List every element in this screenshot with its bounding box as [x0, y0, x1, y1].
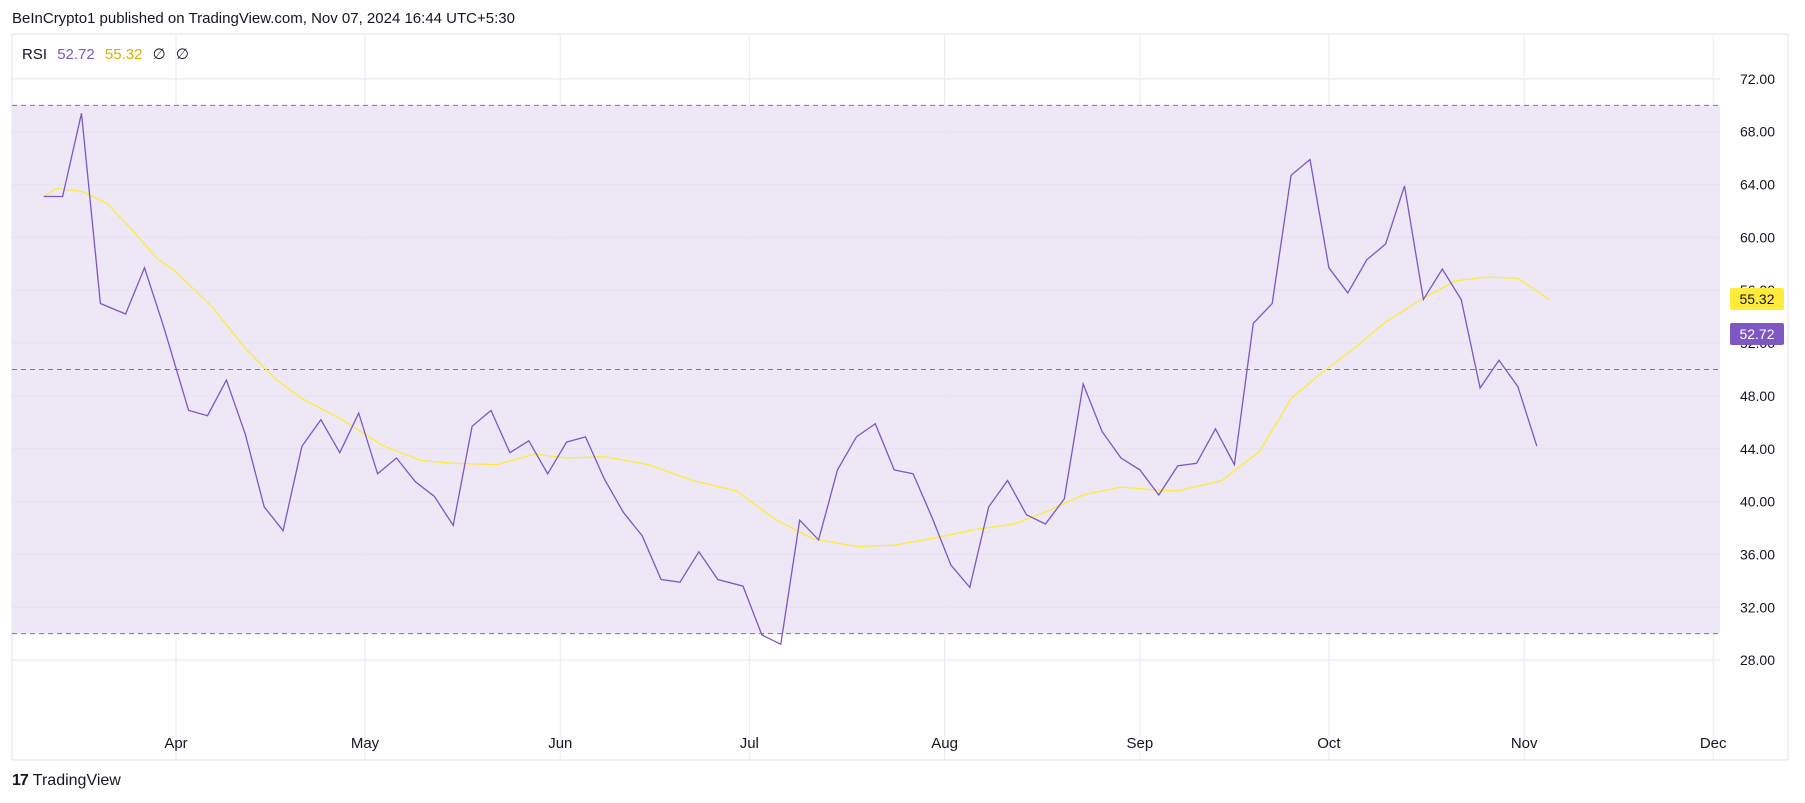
- y-tick-label: 36.00: [1740, 546, 1775, 562]
- x-tick-label: Nov: [1511, 735, 1538, 752]
- tradingview-brand: TradingView: [32, 772, 121, 789]
- x-tick-label: Oct: [1317, 735, 1341, 752]
- rsi-ma-line: [43, 187, 1550, 548]
- band-lines: [12, 104, 1720, 635]
- y-tick-label: 68.00: [1740, 124, 1775, 140]
- y-tick-label: 72.00: [1740, 71, 1775, 87]
- x-tick-label: Aug: [931, 735, 958, 752]
- x-tick-label: May: [351, 735, 380, 752]
- x-tick-label: Sep: [1127, 735, 1154, 752]
- x-tick-label: Dec: [1700, 735, 1727, 752]
- y-tick-label: 40.00: [1740, 494, 1775, 510]
- legend-empty-value-2: ∅: [175, 46, 189, 63]
- x-tick-label: Jul: [740, 735, 759, 752]
- x-tick-label: Jun: [548, 735, 572, 752]
- tradingview-footer[interactable]: 17 TradingView: [12, 772, 121, 790]
- legend-empty-value-1: ∅: [152, 46, 166, 63]
- vertical-grid: [175, 34, 1714, 760]
- publisher-header: BeInCrypto1 published on TradingView.com…: [12, 10, 515, 27]
- x-tick-label: Apr: [164, 735, 187, 752]
- y-tick-label: 28.00: [1740, 652, 1775, 668]
- legend-indicator-name: RSI: [22, 46, 48, 63]
- x-axis: Apr May Jun Jul Aug Sep Oct Nov Dec: [164, 735, 1727, 752]
- y-tick-label: 32.00: [1740, 599, 1775, 615]
- y-tick-label: 64.00: [1740, 177, 1775, 193]
- ma-price-tag: 55.32: [1730, 288, 1784, 311]
- y-tick-label: 60.00: [1740, 229, 1775, 245]
- indicator-legend[interactable]: RSI 52.72 55.32 ∅ ∅: [22, 45, 195, 63]
- y-tick-label: 48.00: [1740, 388, 1775, 404]
- legend-rsi-value: 52.72: [57, 46, 95, 63]
- rsi-line: [43, 113, 1538, 646]
- rsi-price-tag: 52.72: [1730, 322, 1784, 345]
- tradingview-logo-icon: 17: [12, 772, 29, 789]
- legend-ma-value: 55.32: [104, 46, 143, 63]
- y-axis: 72.0068.0064.0060.0056.0052.0048.0044.00…: [1740, 71, 1775, 668]
- y-tick-label: 44.00: [1740, 441, 1775, 457]
- horizontal-grid: [12, 78, 1720, 661]
